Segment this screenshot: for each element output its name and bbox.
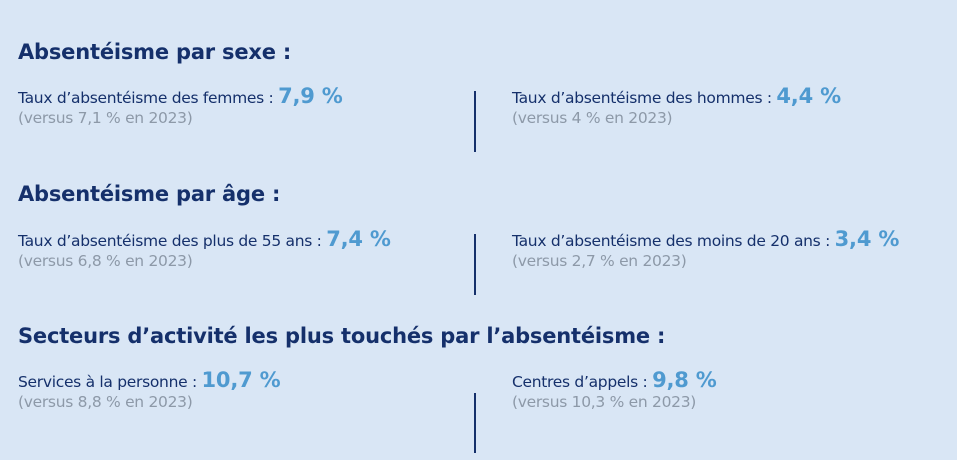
section-title-age: Absentéisme par âge : bbox=[18, 182, 281, 206]
stat-femmes-compare: (versus 7,1 % en 2023) bbox=[18, 109, 193, 127]
stat-plus-55: Taux d’absentéisme des plus de 55 ans : … bbox=[18, 229, 391, 271]
stat-femmes-line: Taux d’absentéisme des femmes : 7,9 % bbox=[18, 86, 343, 108]
section-title-secteurs: Secteurs d’activité les plus touchés par… bbox=[18, 324, 666, 348]
stat-centres-appels: Centres d’appels : 9,8 % (versus 10,3 % … bbox=[512, 370, 717, 412]
stat-centres-appels-label: Centres d’appels : bbox=[512, 373, 653, 391]
divider-age bbox=[474, 234, 476, 295]
divider-secteurs bbox=[474, 393, 476, 453]
stat-centres-appels-line: Centres d’appels : 9,8 % bbox=[512, 370, 717, 392]
section-title-sexe: Absentéisme par sexe : bbox=[18, 40, 292, 64]
stat-femmes-value: 7,9 % bbox=[278, 84, 343, 108]
stat-plus-55-value: 7,4 % bbox=[326, 227, 391, 251]
stat-hommes-line: Taux d’absentéisme des hommes : 4,4 % bbox=[512, 86, 841, 108]
stat-hommes: Taux d’absentéisme des hommes : 4,4 % (v… bbox=[512, 86, 841, 128]
stat-femmes-label: Taux d’absentéisme des femmes : bbox=[18, 89, 279, 107]
stat-services-personne-value: 10,7 % bbox=[201, 368, 281, 392]
stat-services-personne-compare: (versus 8,8 % en 2023) bbox=[18, 393, 193, 411]
stat-services-personne-label: Services à la personne : bbox=[18, 373, 202, 391]
stat-moins-20: Taux d’absentéisme des moins de 20 ans :… bbox=[512, 229, 899, 271]
stat-femmes: Taux d’absentéisme des femmes : 7,9 % (v… bbox=[18, 86, 343, 128]
stat-centres-appels-compare: (versus 10,3 % en 2023) bbox=[512, 393, 697, 411]
stat-moins-20-compare: (versus 2,7 % en 2023) bbox=[512, 252, 687, 270]
stat-hommes-value: 4,4 % bbox=[776, 84, 841, 108]
divider-sexe bbox=[474, 91, 476, 152]
stat-services-personne-line: Services à la personne : 10,7 % bbox=[18, 368, 281, 392]
stat-moins-20-value: 3,4 % bbox=[834, 227, 900, 251]
stat-hommes-compare: (versus 4 % en 2023) bbox=[512, 109, 673, 127]
stat-hommes-label: Taux d’absentéisme des hommes : bbox=[512, 89, 777, 107]
stat-services-personne: Services à la personne : 10,7 % (versus … bbox=[18, 368, 281, 412]
stat-moins-20-line: Taux d’absentéisme des moins de 20 ans :… bbox=[512, 229, 899, 251]
stat-moins-20-label: Taux d’absentéisme des moins de 20 ans : bbox=[512, 232, 835, 250]
stat-plus-55-label: Taux d’absentéisme des plus de 55 ans : bbox=[18, 232, 327, 250]
stat-plus-55-compare: (versus 6,8 % en 2023) bbox=[18, 252, 193, 270]
stat-centres-appels-value: 9,8 % bbox=[652, 368, 717, 392]
stat-plus-55-line: Taux d’absentéisme des plus de 55 ans : … bbox=[18, 229, 391, 251]
